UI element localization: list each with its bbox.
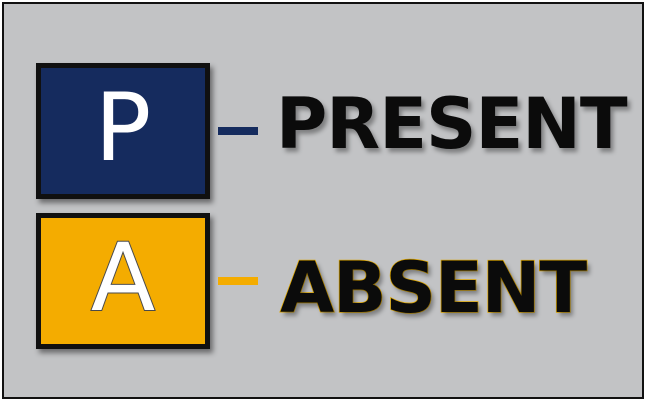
absent-letter: A xyxy=(90,224,156,333)
present-label: PRESENT xyxy=(276,83,628,165)
absent-letter-box: A xyxy=(36,213,210,349)
legend-row-absent: A ABSENT xyxy=(4,209,642,349)
absent-dash xyxy=(218,277,258,285)
present-letter: P xyxy=(94,74,152,183)
legend-row-present: P PRESENT xyxy=(4,59,642,199)
present-letter-box: P xyxy=(36,63,210,199)
present-dash xyxy=(218,127,258,135)
absent-label: ABSENT xyxy=(279,247,588,329)
